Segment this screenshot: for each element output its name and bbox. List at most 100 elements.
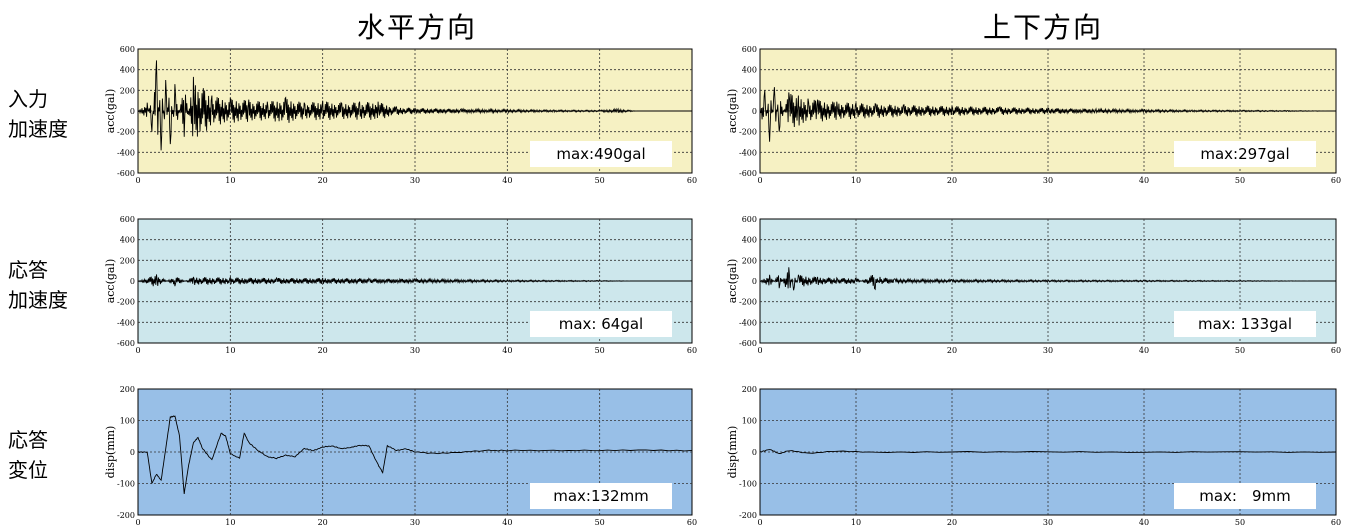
max-annotation-label: max:132mm [553,487,649,505]
row-label-line2: 加速度 [8,117,68,141]
x-tick-label: 0 [135,346,140,355]
y-tick-label: -600 [117,339,135,348]
chart-horizontal-input-acceleration: 0 10 20 30 40 50 60 600 400 200 0 -200 -400 -600 acc(g… [104,45,697,185]
y-tick-label: -600 [739,339,757,348]
y-tick-label: 0 [752,448,757,457]
y-tick-label: -600 [739,169,757,178]
y-tick-label: -100 [117,480,135,489]
series-line [759,267,1336,291]
x-tick-label: 20 [318,176,328,185]
y-tick-label: 600 [120,215,135,224]
x-tick-label: 50 [595,346,605,355]
y-tick-label: 0 [130,448,135,457]
x-tick-label: 40 [502,346,512,355]
max-annotation-box [530,311,672,337]
x-tick-label: 50 [1235,346,1245,355]
y-tick-label: 200 [120,385,135,394]
x-tick-label: 0 [757,346,762,355]
y-tick-label: -200 [739,298,757,307]
x-tick-label: 40 [1139,518,1149,527]
x-tick-label: 60 [1331,518,1341,527]
x-tick-label: 0 [135,518,140,527]
row-label-response-acceleration: 応答 加速度 [8,255,68,315]
x-tick-label: 10 [225,176,235,185]
max-annotation-label: max:297gal [1200,145,1289,163]
x-tick-label: 50 [1235,518,1245,527]
x-tick-label: 60 [687,346,697,355]
y-axis-label: acc(gal) [726,89,739,134]
y-tick-label: 0 [752,277,757,286]
x-tick-label: 0 [757,518,762,527]
max-annotation-box [530,483,672,509]
y-tick-label: 200 [742,256,757,265]
x-tick-label: 30 [1043,518,1053,527]
x-tick-label: 30 [410,346,420,355]
x-tick-label: 20 [947,176,957,185]
y-tick-label: 200 [742,385,757,394]
y-tick-label: -400 [117,318,135,327]
y-tick-label: 100 [120,417,135,426]
x-tick-label: 40 [502,176,512,185]
x-tick-label: 40 [1139,176,1149,185]
x-tick-label: 10 [851,176,861,185]
series-line [137,274,692,287]
y-tick-label: 200 [120,86,135,95]
x-tick-label: 60 [1331,346,1341,355]
row-label-response-displacement: 応答 変位 [8,425,48,485]
y-tick-label: 400 [742,66,757,75]
y-tick-label: -200 [739,511,757,520]
x-tick-label: 50 [595,176,605,185]
row-label-line2: 加速度 [8,288,68,312]
max-annotation-label: max: 133gal [1198,315,1292,333]
row-label-line1: 応答 [8,258,48,282]
x-tick-label: 40 [1139,346,1149,355]
x-tick-label: 60 [687,518,697,527]
y-tick-label: 400 [120,236,135,245]
x-tick-label: 10 [851,518,861,527]
x-tick-label: 10 [225,346,235,355]
y-tick-label: -200 [117,511,135,520]
x-tick-label: 60 [1331,176,1341,185]
y-tick-label: 400 [120,66,135,75]
y-tick-label: -200 [117,128,135,137]
y-axis-label: disp(mm) [104,426,117,479]
x-tick-label: 10 [225,518,235,527]
y-tick-label: 0 [130,277,135,286]
column-title-vertical: 上下方向 [983,11,1104,44]
y-tick-label: -100 [739,480,757,489]
x-tick-label: 10 [851,346,861,355]
x-tick-label: 50 [1235,176,1245,185]
y-tick-label: 0 [130,107,135,116]
chart-vertical-response-displacement: 0 10 20 30 40 50 60 200 100 0 -100 -200 disp(mm) max:… [726,385,1341,527]
max-annotation-box [530,141,672,167]
x-tick-label: 20 [947,518,957,527]
x-tick-label: 20 [318,346,328,355]
series-line [759,449,1337,455]
x-tick-label: 50 [595,518,605,527]
max-annotation-label: max: 9mm [1199,487,1291,505]
series-line [137,415,693,494]
y-tick-label: 600 [742,45,757,54]
x-tick-label: 0 [135,176,140,185]
y-tick-label: -200 [117,298,135,307]
row-label-line1: 応答 [8,428,48,452]
y-tick-label: 600 [120,45,135,54]
series-line [137,60,692,151]
column-title-horizontal: 水平方向 [357,11,478,44]
y-tick-label: 200 [120,256,135,265]
y-axis-label: acc(gal) [104,89,117,134]
y-axis-label: disp(mm) [726,426,739,479]
max-annotation-box [1174,311,1316,337]
y-tick-label: -400 [117,148,135,157]
row-label-line2: 変位 [8,458,48,482]
row-label-line1: 入力 [8,87,48,111]
max-annotation-label: max: 64gal [559,315,643,333]
y-tick-label: -600 [117,169,135,178]
x-tick-label: 0 [757,176,762,185]
y-tick-label: 400 [742,236,757,245]
x-tick-label: 20 [947,346,957,355]
chart-vertical-input-acceleration: 0 10 20 30 40 50 60 600 400 200 0 -200 -400 -600 acc(g… [726,45,1341,185]
max-annotation-box [1174,483,1316,509]
y-axis-label: acc(gal) [104,259,117,304]
x-tick-label: 40 [502,518,512,527]
